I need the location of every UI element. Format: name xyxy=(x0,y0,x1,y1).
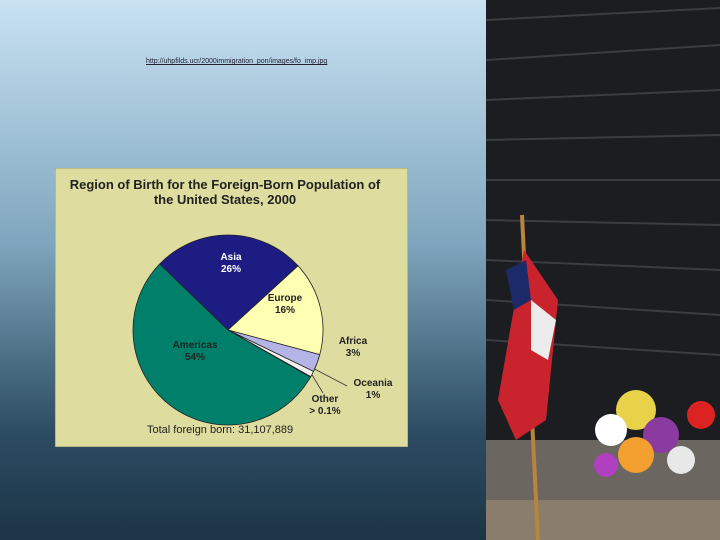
value-label: 54% xyxy=(185,352,205,363)
source-link: http://uhpfilds.ucr/2000immigration_pon/… xyxy=(146,58,328,65)
slice-label: Oceania xyxy=(354,378,393,389)
pie-slice xyxy=(227,265,324,356)
slice-label: Europe xyxy=(268,293,303,304)
slice-label: Other xyxy=(312,394,339,405)
value-label: 1% xyxy=(366,390,381,401)
chart-title: Region of Birth for the Foreign-Born Pop… xyxy=(69,177,381,207)
annotation: Total foreign born: 31,107,889 xyxy=(147,424,293,436)
pie-slice xyxy=(132,263,311,426)
slice-label: Asia xyxy=(220,252,242,263)
slice-label: Americas xyxy=(172,340,217,351)
slice-label: Africa xyxy=(339,336,368,347)
photo xyxy=(486,0,720,540)
value-label: > 0.1% xyxy=(309,406,341,417)
pie-slice xyxy=(159,234,299,331)
value-label: 26% xyxy=(221,264,241,275)
value-label: 3% xyxy=(346,348,361,359)
value-label: 16% xyxy=(275,305,295,316)
